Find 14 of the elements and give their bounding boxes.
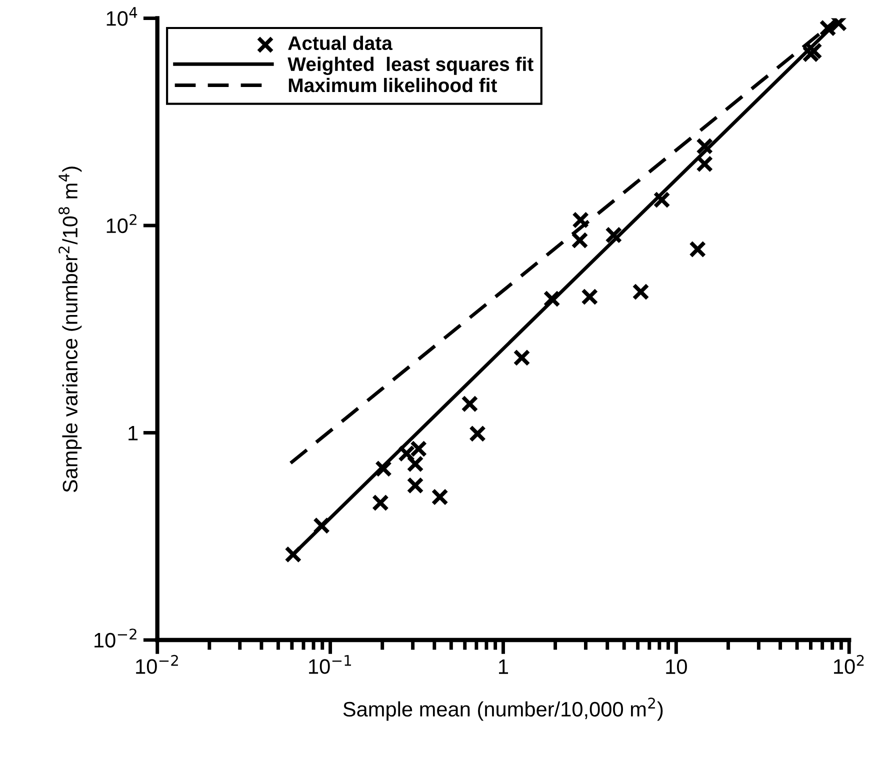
legend-label: Maximum likelihood fit <box>288 78 497 92</box>
y-axis-title: Sample variance (number$^{2}$/10$^{8}$ m$^{4}$) <box>58 166 82 492</box>
y-tick-label: 10$^{−2}$ <box>94 628 136 648</box>
legend-label: Weighted least squares fit <box>288 56 534 76</box>
x-tick-label: 10$^{2}$ <box>834 654 864 674</box>
y-tick-label: 1 <box>128 426 138 440</box>
x-tick-label: 10 <box>666 659 687 674</box>
y-tick-label: 10$^{4}$ <box>106 7 138 26</box>
x-tick-label: 1 <box>499 660 508 674</box>
legend-label: Actual data <box>288 36 393 50</box>
x-axis-title: Sample mean (number/10,000 m$^{2}$) <box>343 698 663 721</box>
x-tick-label: 10$^{−1}$ <box>309 655 351 674</box>
x-tick-label: 10$^{−2}$ <box>136 654 178 674</box>
y-tick-label: 10$^{2}$ <box>106 214 136 234</box>
